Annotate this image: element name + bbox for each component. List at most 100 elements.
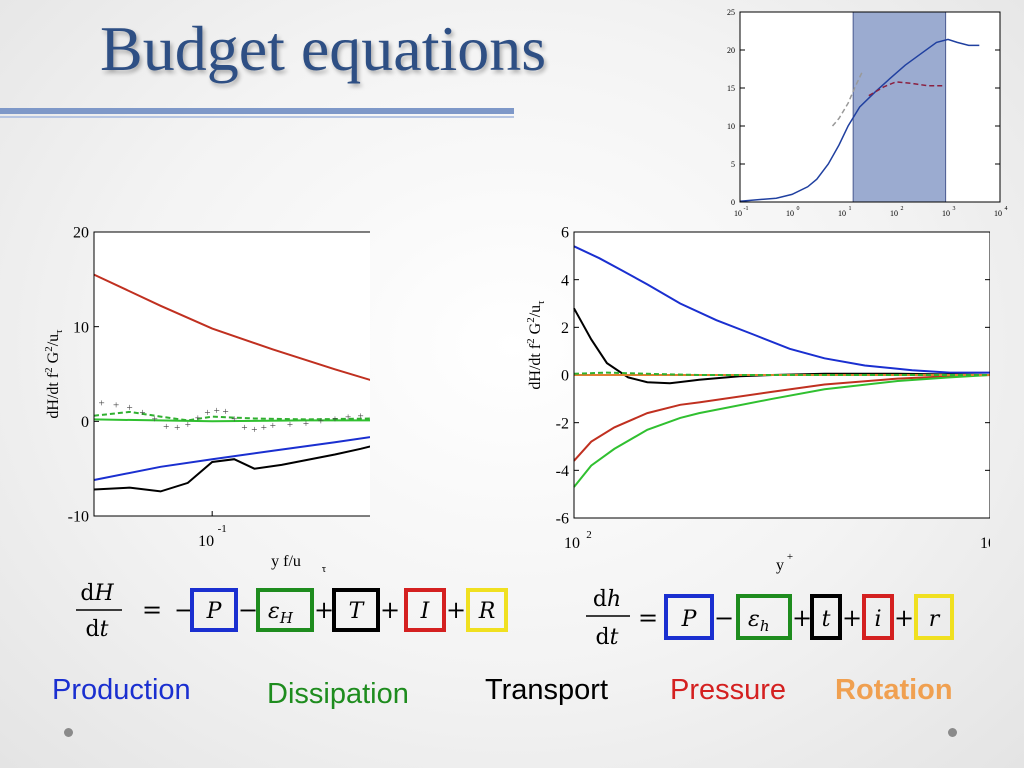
x-tick-label: 10 [994,209,1002,218]
minus-sign: − [174,596,194,624]
series-line-2 [831,72,863,127]
y-tick-label: 4 [561,272,569,289]
equals-sign: = [142,596,162,624]
eq-d-left: d [80,581,94,606]
series-line-1 [573,307,990,385]
left-budget-equation: dH dt = − P − εH + T + I + R [76,581,508,642]
x-tick-label: 10 [198,533,214,550]
plus-marker: + [261,422,267,434]
series-line-4 [93,410,370,422]
plus-sign-h2: + [842,604,862,632]
x-tick-label: 10 [564,535,580,552]
y-tick-label: -2 [556,415,569,432]
term-box-production-h [664,594,714,640]
y-axis-label: dH/dt f2 G2/uτ [525,300,547,390]
plus-marker: + [163,421,169,433]
term-I: I [420,599,431,624]
plot-frame [573,231,990,519]
x-tick-exponent: -1 [744,206,749,212]
plus-marker: + [287,419,293,431]
plus-marker: + [152,413,158,425]
plus-marker: + [139,407,145,419]
y-tick-label: 6 [561,225,569,242]
term-T: T [349,599,366,624]
y-tick-label: -10 [68,509,89,526]
right-budget-equation: dh dt = P − εh + t + i + r [586,587,954,650]
legend-pressure: Pressure [670,674,787,706]
y-tick-label: 0 [731,198,735,207]
plus-marker: + [369,412,370,424]
x-tick-label: 10 [890,209,898,218]
title-underline [0,108,514,114]
y-tick-label: 0 [561,368,569,385]
term-t-h: t [822,607,831,632]
y-tick-label: 5 [731,160,735,169]
series-line-1 [868,81,943,97]
legend-production: Production [52,674,191,706]
left-budget-chart: 20100-10++++++++++++++++++++++++++++10-1… [43,225,370,575]
minus-sign-h: − [714,604,734,632]
plus-sign-3: + [446,596,466,624]
term-box-transport [332,588,380,632]
plus-marker: + [223,406,229,418]
series-line-3 [93,418,370,423]
term-box-dissipation [256,588,314,632]
legend-rotation: Rotation [835,674,953,706]
plus-marker: + [231,413,237,425]
lhs-numerator: dH [80,581,114,606]
x-tick-label: 10 [980,535,990,552]
term-P: P [206,599,223,624]
term-box-production [190,588,238,632]
legend-dissipation: Dissipation [267,678,409,710]
lhs-numerator-h: dh [593,587,621,612]
series-line-0 [573,245,990,374]
plus-marker: + [195,413,201,425]
x-tick-exponent: 1 [849,206,852,212]
plus-marker: + [345,412,351,424]
plus-marker: + [358,411,364,423]
y-tick-label: 20 [727,46,735,55]
plus-sign-h3: + [894,604,914,632]
series-line-0 [93,273,370,381]
x-tick-label: 10 [786,209,794,218]
plus-marker: + [127,402,133,414]
y-tick-label: 2 [561,320,569,337]
x-tick-label: 10 [838,209,846,218]
lhs-denominator-h: dt [596,625,619,650]
term-epsilon-h: εh [748,607,769,635]
plot-frame [93,231,370,517]
legend-transport: Transport [485,674,609,706]
title-underline-thin [0,116,514,118]
plus-sign-2: + [380,596,400,624]
term-box-rotation [466,588,508,632]
plus-marker: + [318,415,324,427]
x-tick-exponent: 3 [953,206,956,212]
x-tick-label: 10 [734,209,742,218]
term-P-h: P [681,607,698,632]
plus-marker: + [251,424,257,436]
slide-title: Budget equations [100,13,547,84]
plus-marker: + [270,420,276,432]
series-line-2 [573,374,990,462]
plot-area [94,232,370,516]
y-axis-label: dH/dt f2 G2/uτ [43,329,65,419]
x-axis-label: y [776,557,784,574]
x-tick-exponent: -1 [218,523,227,535]
plus-marker: + [214,405,220,417]
plus-marker: + [174,422,180,434]
series-line-1 [93,436,370,481]
plus-marker: + [303,418,309,430]
series-line-5 [573,371,990,376]
term-box-pressure [404,588,446,632]
series-line-0 [739,38,980,202]
y-tick-label: -6 [556,511,569,528]
y-tick-label: 10 [727,122,735,131]
y-tick-label: 10 [73,319,89,336]
term-box-dissipation-h [736,594,792,640]
y-tick-label: -4 [556,463,569,480]
x-tick-label: 10 [942,209,950,218]
plus-marker: + [204,407,210,419]
plus-marker: + [98,397,104,409]
